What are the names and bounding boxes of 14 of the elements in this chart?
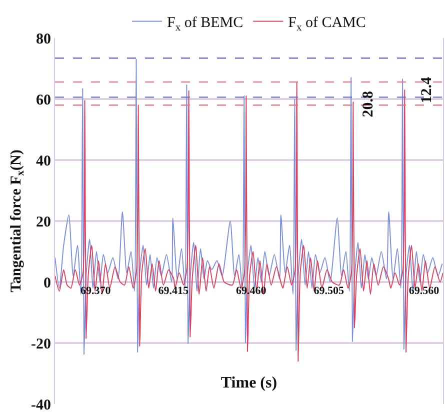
y-tick-label: -40 [31,397,51,414]
y-tick-label: 20 [36,214,51,230]
x-tick-label: 69.505 [314,285,345,297]
y-tick-label: 60 [36,92,51,108]
legend-label: F$_{x}$ of CAMC [288,15,366,34]
y-tick-label: 80 [36,31,51,48]
y-tick-label: -20 [31,336,51,352]
x-tick-label: 69.560 [408,285,440,297]
legend-label: F$_{x}$ of BEMC [167,15,244,34]
annotation: 12.4 [419,76,436,104]
y-tick-label: 40 [36,153,51,170]
x-axis-title: Time (s) [220,374,278,392]
annotation: 20.8 [360,90,377,118]
y-tick-label: 0 [44,275,51,292]
